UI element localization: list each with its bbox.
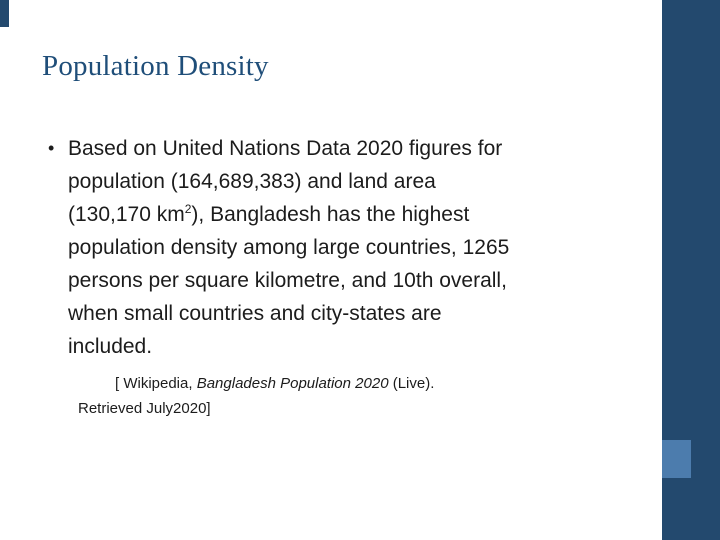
- bullet-marker: •: [48, 138, 55, 158]
- citation: [ Wikipedia, Bangladesh Population 2020 …: [48, 371, 434, 421]
- bullet-line-1: Based on United Nations Data 2020 figure…: [68, 137, 503, 160]
- citation-suffix: (Live).: [388, 375, 435, 392]
- citation-line-1: [ Wikipedia, Bangladesh Population 2020 …: [48, 371, 434, 396]
- right-sidebar-bar: [662, 0, 720, 540]
- superscript-2: 2: [184, 202, 192, 216]
- top-left-accent-tab: [0, 0, 9, 27]
- bullet-item: • Based on United Nations Data 2020 figu…: [48, 132, 628, 363]
- bullet-line-4: population density among large countries…: [68, 236, 510, 259]
- sidebar-accent-square: [662, 440, 691, 478]
- citation-line-2: Retrieved July2020]: [78, 400, 211, 417]
- bullet-line-5: persons per square kilometre, and 10th o…: [68, 269, 507, 292]
- citation-prefix: [ Wikipedia,: [115, 375, 197, 392]
- bullet-line-7: included.: [68, 335, 153, 358]
- bullet-line-2: population (164,689,383) and land area: [68, 170, 436, 193]
- bullet-line-3-post: ), Bangladesh has the highest: [191, 203, 470, 226]
- bullet-line-3: (130,170 km2), Bangladesh has the highes…: [68, 198, 509, 231]
- bullet-text: Based on United Nations Data 2020 figure…: [68, 132, 509, 363]
- slide-title: Population Density: [42, 50, 269, 82]
- bullet-line-6: when small countries and city-states are: [68, 302, 442, 325]
- citation-source-title: Bangladesh Population 2020: [196, 375, 389, 392]
- bullet-line-3-pre: (130,170 km: [68, 203, 185, 226]
